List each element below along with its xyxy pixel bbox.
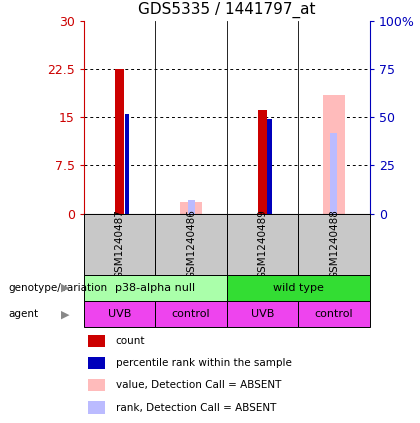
Bar xyxy=(187,200,195,214)
Bar xyxy=(268,119,272,214)
Text: UVB: UVB xyxy=(251,309,274,319)
Bar xyxy=(155,214,227,275)
Text: control: control xyxy=(315,309,353,319)
Bar xyxy=(155,301,227,327)
Bar xyxy=(116,69,124,214)
Text: percentile rank within the sample: percentile rank within the sample xyxy=(116,358,291,368)
Bar xyxy=(298,301,370,327)
Text: count: count xyxy=(116,336,145,346)
Text: value, Detection Call = ABSENT: value, Detection Call = ABSENT xyxy=(116,380,281,390)
Text: GSM1240489: GSM1240489 xyxy=(257,209,268,279)
Bar xyxy=(227,275,370,301)
Title: GDS5335 / 1441797_at: GDS5335 / 1441797_at xyxy=(138,2,315,19)
Text: wild type: wild type xyxy=(273,283,324,293)
Text: GSM1240488: GSM1240488 xyxy=(329,209,339,279)
Bar xyxy=(323,95,344,214)
Bar xyxy=(181,202,202,214)
Text: GSM1240487: GSM1240487 xyxy=(115,209,125,279)
Bar xyxy=(227,214,298,275)
Bar xyxy=(298,214,370,275)
Text: genotype/variation: genotype/variation xyxy=(8,283,108,293)
Bar xyxy=(84,214,155,275)
Text: ▶: ▶ xyxy=(61,283,69,293)
Bar xyxy=(331,133,338,214)
Text: ▶: ▶ xyxy=(61,309,69,319)
Bar xyxy=(258,110,267,214)
Bar xyxy=(84,301,155,327)
Text: control: control xyxy=(172,309,210,319)
Bar xyxy=(84,275,227,301)
Bar xyxy=(125,114,129,214)
Text: rank, Detection Call = ABSENT: rank, Detection Call = ABSENT xyxy=(116,403,276,412)
Text: p38-alpha null: p38-alpha null xyxy=(116,283,195,293)
Bar xyxy=(227,301,298,327)
Text: UVB: UVB xyxy=(108,309,131,319)
Text: agent: agent xyxy=(8,309,39,319)
Text: GSM1240486: GSM1240486 xyxy=(186,209,196,279)
